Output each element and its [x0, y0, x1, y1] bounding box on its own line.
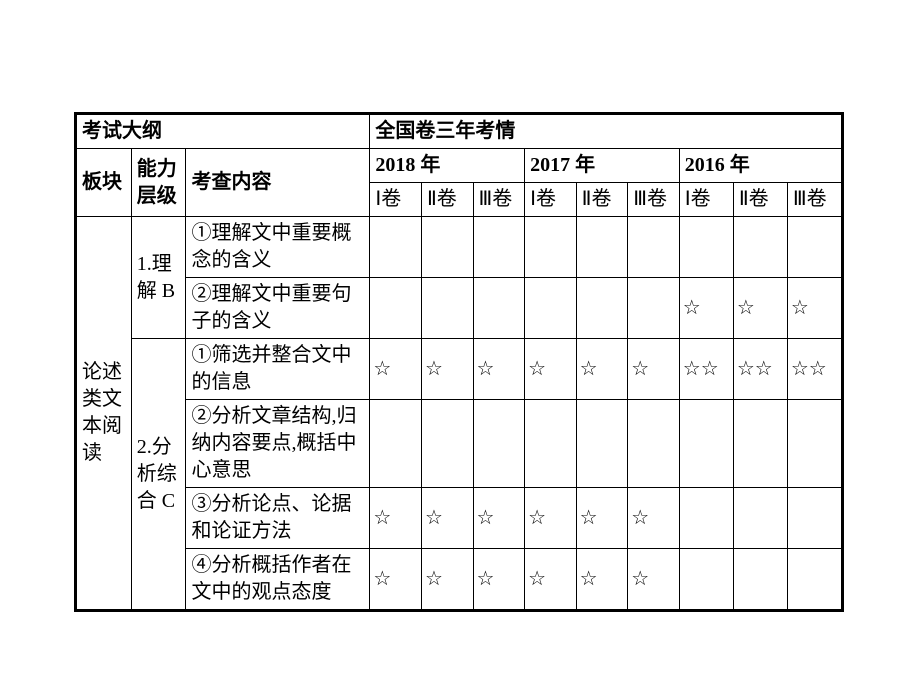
mark-u1-1: [421, 217, 473, 278]
header-vol-ii-2016: Ⅱ卷: [733, 183, 787, 217]
item-u1: ①理解文中重要概念的含义: [186, 217, 370, 278]
mark-a1-0: ☆: [370, 339, 422, 400]
mark-u1-0: [370, 217, 422, 278]
mark-a1-4: ☆: [576, 339, 628, 400]
mark-a1-7: ☆☆: [733, 339, 787, 400]
header-year-2017: 2017 年: [525, 149, 680, 183]
mark-u2-4: [576, 278, 628, 339]
mark-a4-5: ☆: [628, 549, 680, 611]
header-vol-i-2018: Ⅰ卷: [370, 183, 422, 217]
mark-a3-6: [679, 488, 733, 549]
header-exam-situation: 全国卷三年考情: [370, 114, 843, 149]
mark-a4-2: ☆: [473, 549, 525, 611]
mark-a3-1: ☆: [421, 488, 473, 549]
mark-u1-6: [679, 217, 733, 278]
mark-u1-8: [787, 217, 842, 278]
mark-a3-5: ☆: [628, 488, 680, 549]
mark-a1-1: ☆: [421, 339, 473, 400]
mark-a3-8: [787, 488, 842, 549]
mark-a2-6: [679, 400, 733, 488]
header-vol-i-2017: Ⅰ卷: [525, 183, 577, 217]
mark-u1-5: [628, 217, 680, 278]
header-year-2018: 2018 年: [370, 149, 525, 183]
item-a4: ④分析概括作者在文中的观点态度: [186, 549, 370, 611]
mark-a4-3: ☆: [525, 549, 577, 611]
mark-a4-0: ☆: [370, 549, 422, 611]
mark-u2-8: ☆: [787, 278, 842, 339]
mark-a1-2: ☆: [473, 339, 525, 400]
mark-a3-2: ☆: [473, 488, 525, 549]
mark-u1-4: [576, 217, 628, 278]
header-syllabus: 考试大纲: [76, 114, 370, 149]
mark-u2-5: [628, 278, 680, 339]
header-vol-i-2016: Ⅰ卷: [679, 183, 733, 217]
mark-u2-0: [370, 278, 422, 339]
mark-a2-1: [421, 400, 473, 488]
item-a2: ②分析文章结构,归纳内容要点,概括中心意思: [186, 400, 370, 488]
mark-u2-6: ☆: [679, 278, 733, 339]
mark-a2-3: [525, 400, 577, 488]
mark-a2-4: [576, 400, 628, 488]
mark-a2-2: [473, 400, 525, 488]
header-ability: 能力层级: [131, 149, 186, 217]
header-vol-ii-2018: Ⅱ卷: [421, 183, 473, 217]
mark-u2-3: [525, 278, 577, 339]
item-a1: ①筛选并整合文中的信息: [186, 339, 370, 400]
mark-u1-2: [473, 217, 525, 278]
header-content: 考查内容: [186, 149, 370, 217]
ability-level-1: 1.理解 B: [131, 217, 186, 339]
mark-a3-3: ☆: [525, 488, 577, 549]
mark-a3-4: ☆: [576, 488, 628, 549]
header-vol-iii-2017: Ⅲ卷: [628, 183, 680, 217]
header-vol-ii-2017: Ⅱ卷: [576, 183, 628, 217]
mark-a1-5: ☆: [628, 339, 680, 400]
mark-a1-8: ☆☆: [787, 339, 842, 400]
header-vol-iii-2018: Ⅲ卷: [473, 183, 525, 217]
mark-a4-4: ☆: [576, 549, 628, 611]
header-vol-iii-2016: Ⅲ卷: [787, 183, 842, 217]
item-a3: ③分析论点、论据和论证方法: [186, 488, 370, 549]
mark-a2-0: [370, 400, 422, 488]
mark-a4-7: [733, 549, 787, 611]
mark-u2-1: [421, 278, 473, 339]
mark-a4-1: ☆: [421, 549, 473, 611]
mark-a3-0: ☆: [370, 488, 422, 549]
mark-u1-3: [525, 217, 577, 278]
mark-a3-7: [733, 488, 787, 549]
mark-a4-8: [787, 549, 842, 611]
header-year-2016: 2016 年: [679, 149, 842, 183]
header-section: 板块: [76, 149, 132, 217]
ability-level-2: 2.分析综合 C: [131, 339, 186, 611]
mark-u1-7: [733, 217, 787, 278]
mark-a4-6: [679, 549, 733, 611]
exam-syllabus-table: 考试大纲 全国卷三年考情 板块 能力层级 考查内容 2018 年 2017 年 …: [74, 112, 844, 612]
mark-u2-2: [473, 278, 525, 339]
mark-a1-3: ☆: [525, 339, 577, 400]
mark-a2-5: [628, 400, 680, 488]
mark-a2-8: [787, 400, 842, 488]
mark-a1-6: ☆☆: [679, 339, 733, 400]
mark-u2-7: ☆: [733, 278, 787, 339]
item-u2: ②理解文中重要句子的含义: [186, 278, 370, 339]
mark-a2-7: [733, 400, 787, 488]
section-label: 论述类文本阅读: [76, 217, 132, 611]
